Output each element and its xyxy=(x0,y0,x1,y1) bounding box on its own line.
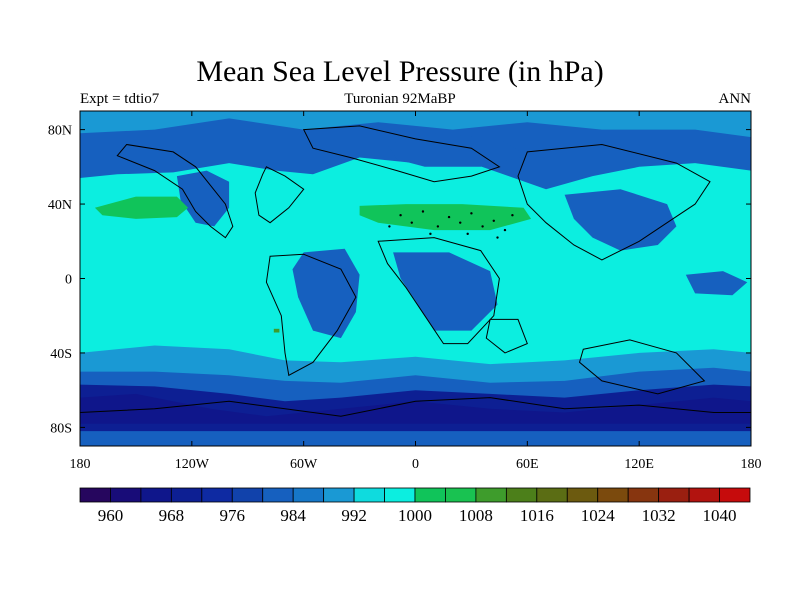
colorbar-label: 960 xyxy=(98,506,124,525)
coast-australia xyxy=(578,339,706,395)
x-tick-label: 60E xyxy=(516,457,539,472)
colorbar-label: 976 xyxy=(220,506,246,525)
island-1 xyxy=(410,221,413,224)
colorbar-box-13 xyxy=(475,487,507,503)
y-tick-label: 40N xyxy=(48,198,72,213)
colorbar-box-4 xyxy=(201,487,233,503)
colorbar: 960 968 976 984 992 1000 1008 1016 1024 1032 1040 xyxy=(79,487,751,525)
island-8 xyxy=(492,219,495,223)
x-tick-label: 120E xyxy=(624,457,654,472)
season-label: ANN xyxy=(718,91,752,107)
y-tick-label: 80S xyxy=(50,421,72,436)
arctic-basin-low xyxy=(387,133,528,167)
nw-america-low xyxy=(176,170,230,227)
colorbar-box-7 xyxy=(292,487,325,503)
pacific-high xyxy=(94,196,189,219)
colorbar-box-11 xyxy=(414,487,446,503)
coast-asia xyxy=(517,143,711,261)
colorbar-label: 1032 xyxy=(642,506,676,525)
colorbar-box-5 xyxy=(231,487,264,503)
island-12 xyxy=(429,232,432,236)
east-pacific-low xyxy=(685,271,748,296)
north-arctic-mid xyxy=(80,111,751,138)
coast-india-madagascar xyxy=(485,318,528,354)
island-13 xyxy=(466,232,469,236)
africa-low xyxy=(393,252,498,331)
x-tick-label: 180 xyxy=(70,457,91,472)
small-high xyxy=(273,328,280,333)
coast-western-north-america xyxy=(116,143,234,239)
island-10 xyxy=(511,214,514,217)
colorbar-label: 1040 xyxy=(703,506,737,525)
experiment-label: Expt = tdtio7 xyxy=(80,91,160,107)
x-tick-label: 0 xyxy=(412,457,419,472)
y-tick-label: 80N xyxy=(48,124,72,139)
colorbar-box-12 xyxy=(445,487,477,503)
island-5 xyxy=(459,221,462,224)
colorbar-box-2 xyxy=(140,487,172,503)
colorbar-label: 1024 xyxy=(581,506,616,525)
antarctic-deep-low xyxy=(80,393,751,424)
colorbar-box-14 xyxy=(505,487,538,503)
island-2 xyxy=(421,210,425,213)
colorbar-box-10 xyxy=(384,487,416,503)
x-tick-label: 180 xyxy=(741,457,762,472)
x-axis: 180 120W 60W 0 60E 120E 180 xyxy=(70,111,762,472)
colorbar-box-21 xyxy=(719,487,751,503)
colorbar-box-9 xyxy=(353,487,385,503)
south-america-low xyxy=(292,248,360,339)
colorbar-box-6 xyxy=(262,487,294,503)
coast-south-america xyxy=(265,253,357,377)
coast-eastern-north-america xyxy=(254,166,305,224)
antarctic-interior xyxy=(80,431,751,446)
island-3 xyxy=(436,225,440,228)
colorbar-label: 984 xyxy=(280,506,306,525)
colorbar-box-18 xyxy=(627,487,660,503)
colorbar-label: 1008 xyxy=(459,506,493,525)
island-14 xyxy=(496,236,499,239)
island-11 xyxy=(388,225,391,228)
colorbar-box-3 xyxy=(170,487,203,503)
colorbar-box-20 xyxy=(688,487,720,503)
colorbar-box-15 xyxy=(536,487,568,503)
island-7 xyxy=(481,225,484,228)
island-6 xyxy=(470,212,473,215)
colorbar-box-19 xyxy=(658,487,690,503)
period-label: Turonian 92MaBP xyxy=(344,91,456,107)
island-0 xyxy=(399,214,402,217)
coast-africa xyxy=(377,237,500,345)
coast-antarctica xyxy=(80,397,751,417)
x-tick-label: 60W xyxy=(290,457,318,472)
y-tick-label: 0 xyxy=(65,273,72,288)
colorbar-label: 992 xyxy=(341,506,367,525)
coastlines xyxy=(80,125,751,417)
x-tick-label: 120W xyxy=(175,457,210,472)
island-4 xyxy=(447,215,451,219)
colorbar-box-16 xyxy=(566,487,599,503)
island-9 xyxy=(503,228,507,232)
colorbar-label: 968 xyxy=(159,506,185,525)
y-axis: 80N 40N 0 40S 80S xyxy=(48,124,751,436)
tethys-high xyxy=(359,204,532,231)
colorbar-label: 1016 xyxy=(520,506,554,525)
y-tick-label: 40S xyxy=(50,347,72,362)
colorbar-box-8 xyxy=(323,487,355,503)
map-title: Mean Sea Level Pressure (in hPa) xyxy=(196,55,604,88)
colorbar-box-17 xyxy=(597,487,629,503)
colorbar-box-1 xyxy=(110,487,142,503)
colorbar-label: 1000 xyxy=(398,506,432,525)
colorbar-box-0 xyxy=(79,487,111,503)
coast-greenland-europe xyxy=(302,125,501,183)
pressure-field xyxy=(80,111,751,446)
